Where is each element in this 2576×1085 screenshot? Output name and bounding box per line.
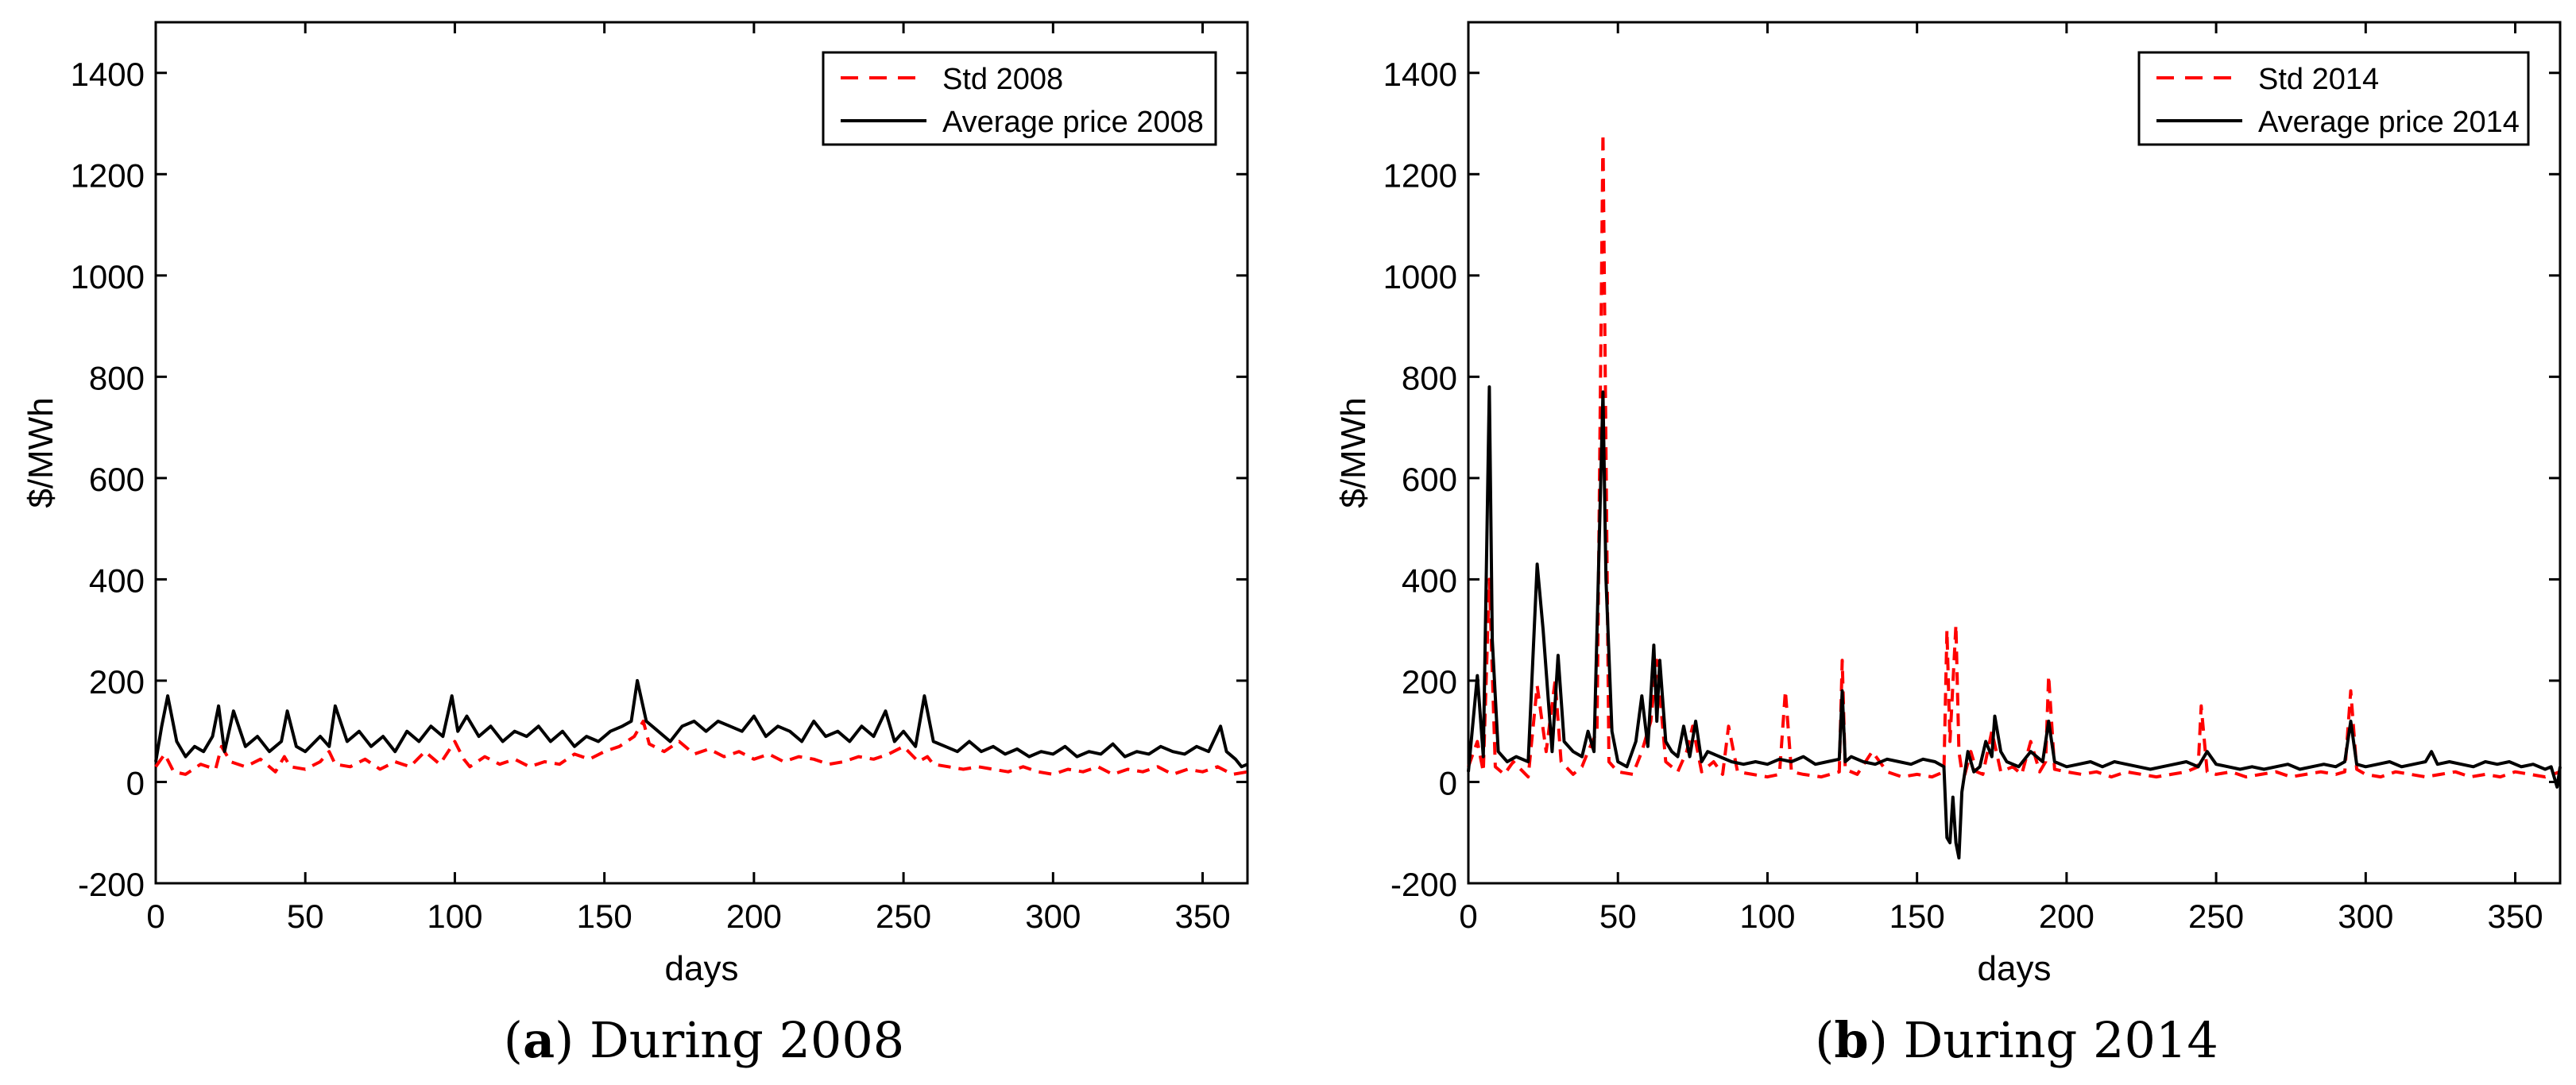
x-tick-label: 150 [1889, 898, 1945, 935]
caption-a-text: During 2008 [574, 1011, 905, 1069]
y-tick-label: 1400 [1383, 56, 1457, 93]
y-tick-label: 200 [89, 663, 145, 701]
y-tick-label: 800 [89, 359, 145, 396]
caption-a-letter: a [522, 1011, 555, 1069]
series-line-std [154, 720, 1248, 776]
x-tick-label: 300 [1025, 898, 1081, 935]
y-tick-label: 200 [1402, 663, 1457, 701]
plot-area-frame [154, 21, 1249, 885]
caption-b-letter: b [1834, 1011, 1869, 1069]
y-tick-label: 600 [1402, 461, 1457, 498]
series-line-average-price [1467, 385, 2562, 860]
x-tick-label: 100 [427, 898, 482, 935]
x-tick-label: 300 [2338, 898, 2393, 935]
y-tick-label: 1200 [71, 156, 145, 194]
y-tick-label: 400 [1402, 562, 1457, 599]
y-tick-label: 0 [126, 764, 145, 801]
x-tick-label: 150 [577, 898, 632, 935]
x-tick-label: 250 [876, 898, 931, 935]
y-tick-label: -200 [1390, 866, 1457, 903]
y-tick-label: 1400 [71, 56, 145, 93]
x-axis-label: days [665, 949, 739, 988]
y-axis-label: $/MWh [21, 397, 60, 508]
plot-area-frame [1467, 21, 2562, 885]
legend-box [822, 51, 1217, 146]
y-tick-label: 1000 [1383, 258, 1457, 295]
series-line-std [1467, 132, 2561, 779]
legend-box [2137, 51, 2530, 146]
y-tick-label: -200 [78, 866, 145, 903]
y-tick-label: 1200 [1383, 156, 1457, 194]
x-tick-label: 200 [2039, 898, 2094, 935]
legend-label-std: Std 2008 [942, 63, 1063, 96]
series-line-average-price [154, 678, 1248, 769]
y-tick-label: 400 [89, 562, 145, 599]
y-tick-label: 0 [1439, 764, 1457, 801]
x-tick-label: 350 [1174, 898, 1230, 935]
x-tick-label: 50 [287, 898, 324, 935]
y-tick-label: 800 [1402, 359, 1457, 396]
legend-label-average-price: Average price 2008 [942, 106, 1204, 139]
caption-b: (b) During 2014 [1815, 1011, 2218, 1069]
caption-a: (a) During 2008 [503, 1011, 905, 1069]
legend-label-std: Std 2014 [2258, 63, 2379, 96]
x-axis-label: days [1978, 949, 2052, 988]
x-tick-label: 0 [146, 898, 164, 935]
y-tick-label: 600 [89, 461, 145, 498]
x-tick-label: 0 [1459, 898, 1477, 935]
x-tick-label: 200 [726, 898, 782, 935]
caption-b-text: During 2014 [1887, 1011, 2218, 1069]
legend-label-average-price: Average price 2014 [2258, 106, 2520, 139]
y-axis-label: $/MWh [1334, 397, 1373, 508]
y-tick-label: 1000 [71, 258, 145, 295]
x-tick-label: 350 [2487, 898, 2543, 935]
x-tick-label: 250 [2188, 898, 2244, 935]
x-tick-label: 50 [1599, 898, 1637, 935]
x-tick-label: 100 [1739, 898, 1795, 935]
